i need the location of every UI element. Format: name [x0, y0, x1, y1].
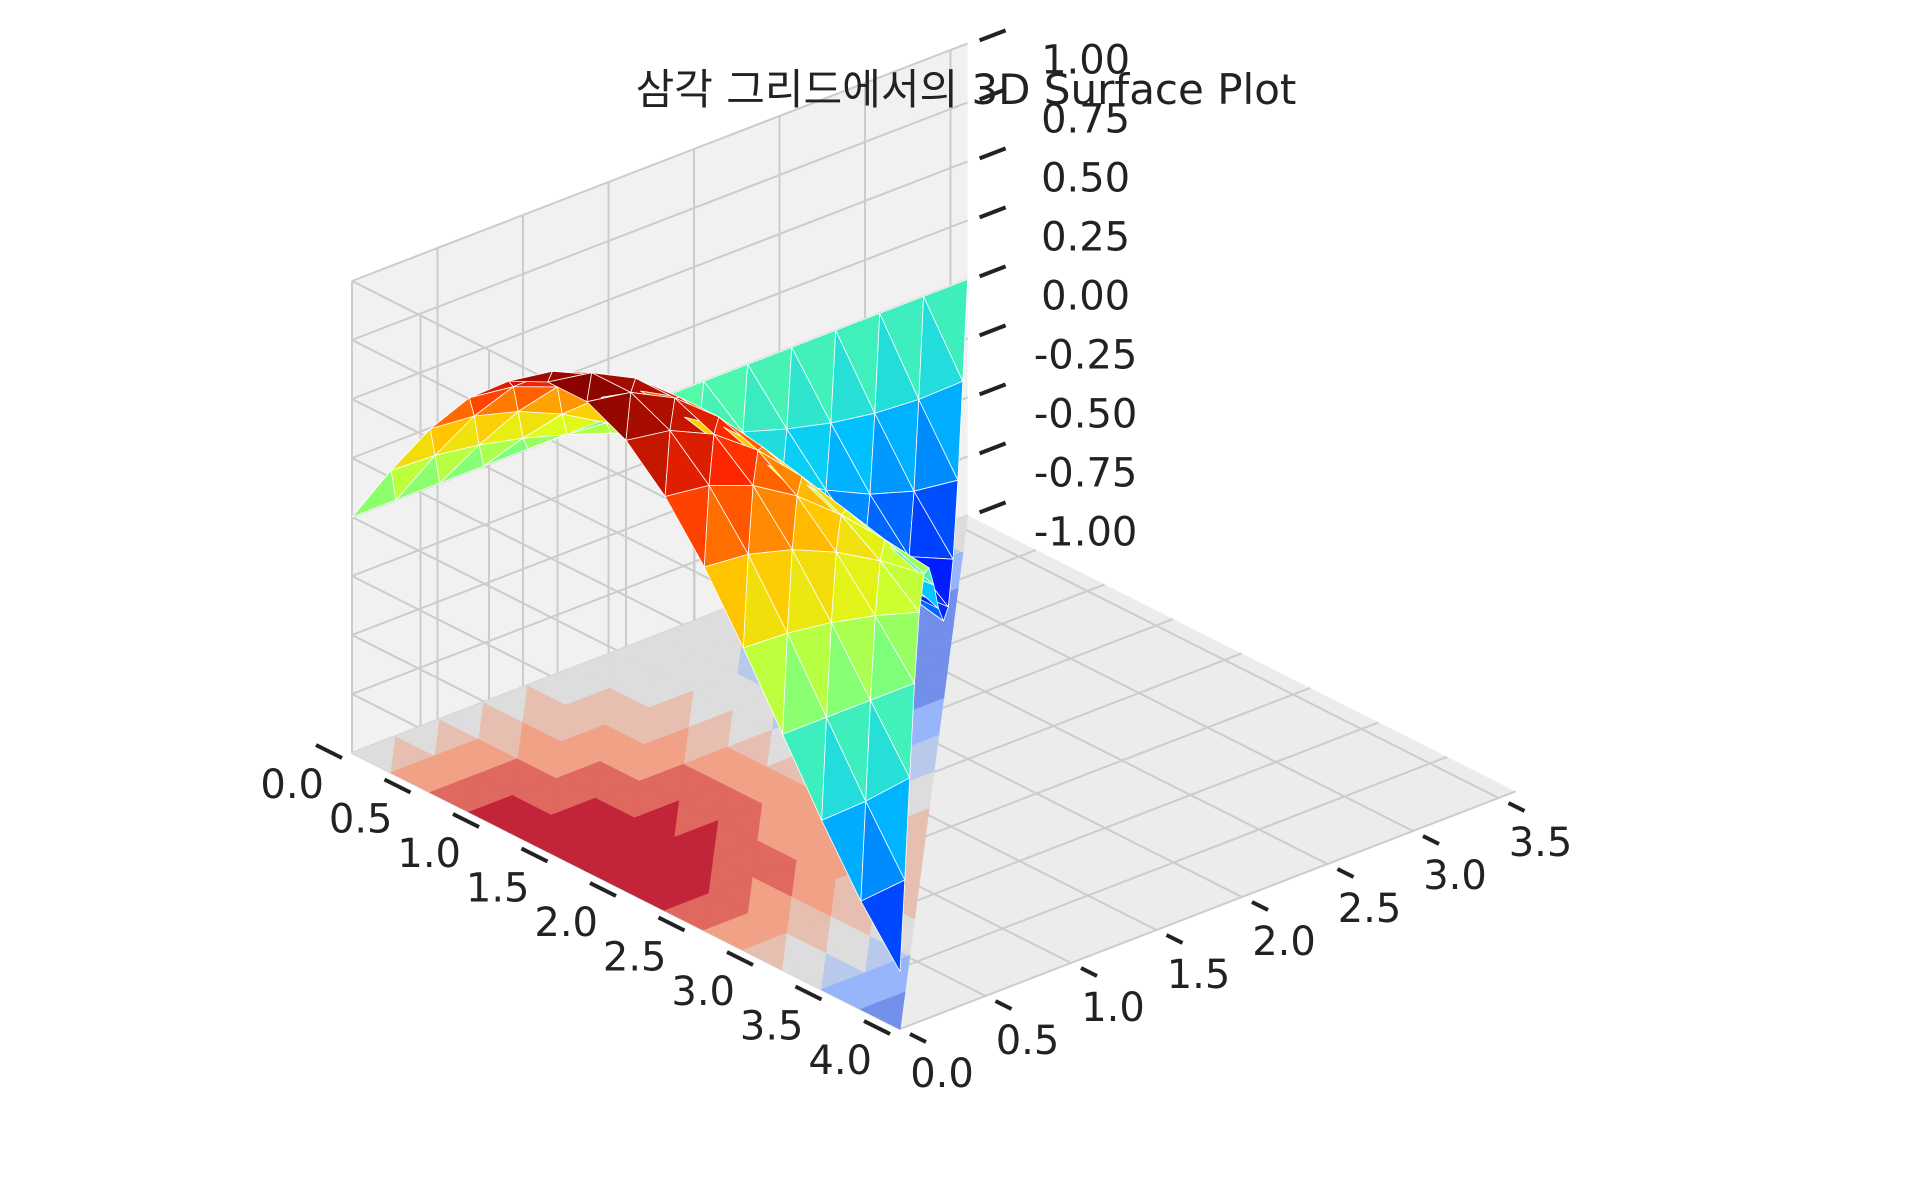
contour-cell: [907, 624, 954, 663]
x-tick-label: 0.5: [329, 797, 393, 843]
x-tick: [726, 950, 754, 967]
surface-triangle: [918, 380, 964, 481]
y-tick: [994, 999, 1013, 1011]
x-tick-label: 4.0: [808, 1038, 872, 1084]
x-tick: [794, 984, 823, 1002]
y-tick: [1080, 966, 1098, 978]
x-tick: [315, 743, 343, 760]
surface-triangle: [913, 479, 959, 560]
gridline-z-back: [351, 42, 968, 282]
surface-triangle: [879, 560, 925, 613]
z-tick-label: 0.00: [1041, 273, 1130, 319]
z-tick: [978, 441, 1007, 456]
z-tick: [978, 87, 1007, 102]
contour-cell: [859, 991, 906, 1030]
axis-tick-labels: 0.00.51.01.52.02.53.03.54.0 0.00.51.01.52…: [260, 37, 1572, 1097]
y-tick: [1422, 834, 1440, 846]
x-tick: [657, 915, 686, 933]
chart-title: 삼각 그리드에서의 3D Surface Plot: [636, 65, 1297, 114]
axis-ticks: [315, 28, 1526, 1044]
x-tick-label: 0.0: [260, 762, 324, 808]
x-tick: [589, 881, 617, 898]
y-tick-label: 3.0: [1423, 853, 1487, 899]
z-tick: [978, 264, 1007, 279]
gridline-y-floor: [950, 521, 1499, 799]
y-tick: [1336, 867, 1355, 879]
z-tick-label: 0.50: [1041, 155, 1130, 201]
y-tick: [1507, 801, 1526, 813]
x-tick: [863, 1019, 891, 1036]
x-tick: [383, 777, 412, 795]
y-tick-label: 1.0: [1081, 985, 1145, 1031]
z-tick-label: -1.00: [1034, 509, 1138, 555]
x-tick-label: 3.5: [740, 1004, 804, 1050]
surface-triangle: [865, 777, 911, 881]
x-tick-label: 1.5: [466, 866, 530, 912]
gridline-z-back: [351, 160, 968, 400]
surface-triangle: [884, 539, 930, 575]
surface-triangle: [874, 611, 920, 684]
y-tick: [1165, 933, 1184, 945]
z-tick-label: -0.25: [1034, 332, 1138, 378]
x-tick: [452, 812, 480, 829]
z-tick-label: 0.25: [1041, 214, 1130, 260]
y-tick-label: 0.5: [996, 1018, 1060, 1064]
contour-cell: [898, 698, 945, 737]
y-tick-label: 2.5: [1338, 886, 1402, 932]
z-tick-label: 0.75: [1041, 96, 1130, 142]
z-tick: [978, 28, 1007, 43]
surface-mesh: [351, 278, 968, 972]
y-tick-label: 3.5: [1509, 820, 1573, 866]
y-tick-label: 0.0: [910, 1051, 974, 1097]
x-tick-label: 1.0: [397, 831, 461, 877]
surface-triangle: [860, 879, 906, 972]
x-tick-label: 2.5: [603, 935, 667, 981]
contour-cell: [893, 734, 940, 773]
gridline-z-back: [351, 101, 968, 341]
x-tick-label: 2.0: [534, 900, 598, 946]
surface-triangle: [870, 682, 915, 779]
z-tick: [978, 382, 1007, 397]
y-tick-label: 1.5: [1167, 952, 1231, 998]
z-tick-label: -0.75: [1034, 450, 1138, 496]
surface-triangle: [923, 278, 968, 382]
contour-cell: [888, 771, 935, 810]
z-tick: [978, 500, 1007, 515]
z-tick: [978, 146, 1007, 161]
y-tick-label: 2.0: [1252, 919, 1316, 965]
x-tick: [520, 846, 549, 864]
z-tick-label: -0.50: [1034, 391, 1138, 437]
contour-cell: [903, 661, 949, 700]
y-tick: [1251, 900, 1269, 912]
z-tick-label: 1.00: [1041, 37, 1130, 83]
y-tick: [909, 1032, 927, 1044]
z-tick: [978, 205, 1007, 220]
x-tick-label: 3.0: [671, 969, 735, 1015]
z-tick: [978, 323, 1007, 338]
